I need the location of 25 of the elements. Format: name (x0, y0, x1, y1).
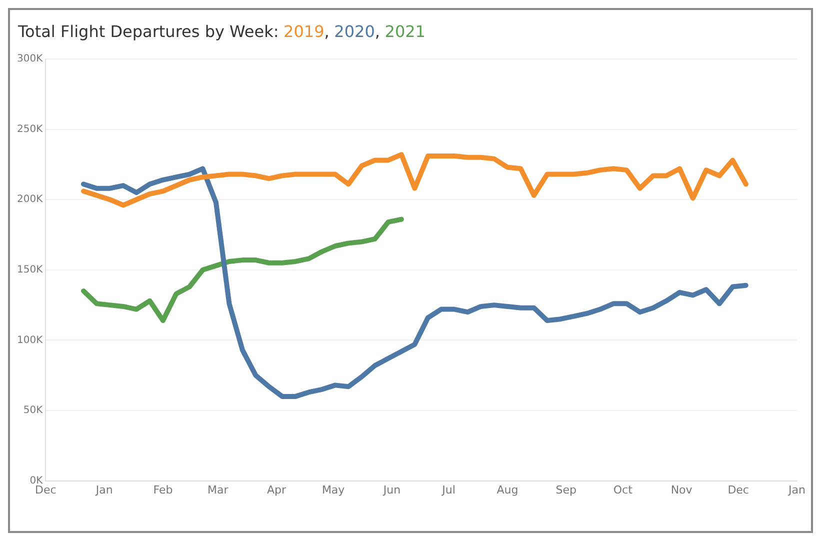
x-tick-label: Nov (670, 483, 693, 496)
x-tick-label: Jul (441, 483, 456, 496)
y-tick-label: 50K (23, 405, 44, 416)
x-tick-label: May (322, 483, 346, 496)
x-tick-label: Sep (556, 483, 576, 496)
y-tick-label: 150K (16, 264, 44, 276)
x-tick-label: Jan (788, 483, 806, 496)
text: 2019 (284, 22, 324, 41)
text: 2020 (334, 22, 375, 41)
y-tick-label: 300K (16, 54, 44, 65)
chart-title: Total Flight Departures by Week: (18, 22, 279, 41)
x-tick-label: Mar (207, 483, 229, 496)
y-tick-label: 250K (16, 124, 44, 135)
x-tick-label: Apr (267, 483, 287, 496)
x-tick-label: Jan (94, 483, 113, 496)
text: 2021 (384, 22, 426, 41)
text: , (374, 22, 380, 41)
x-tick-label: Oct (613, 483, 634, 496)
y-tick-label: 100K (16, 334, 44, 346)
text: , (324, 22, 330, 41)
x-tick-label: Feb (153, 483, 173, 496)
y-tick-label: 200K (16, 194, 44, 206)
x-tick-label: Aug (496, 483, 518, 496)
x-tick-label: Jun (382, 483, 401, 496)
x-tick-label: Dec (728, 483, 749, 496)
